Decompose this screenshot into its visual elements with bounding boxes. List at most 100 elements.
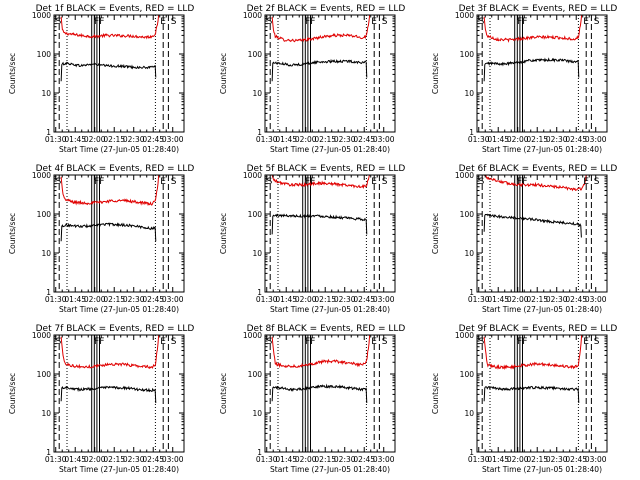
x-axis-label: Start Time (27-Jun-05 01:28:40) (482, 145, 602, 154)
events-series-line (60, 61, 157, 82)
event-marker-label: F (99, 17, 104, 27)
event-marker-label: E (160, 17, 166, 27)
event-marker-label: F (94, 17, 99, 27)
y-axis-label: Counts/sec (431, 373, 440, 414)
x-tick-label: 02:30 (546, 295, 568, 304)
x-tick-label: 02:15 (526, 455, 548, 464)
chart-title: Det 8f BLACK = Events, RED = LLD (247, 324, 406, 334)
y-tick-label: 1 (469, 128, 474, 137)
x-tick-label: 02:30 (123, 455, 145, 464)
y-tick-label: 10 (464, 249, 474, 258)
x-tick-label: 01:45 (275, 135, 297, 144)
plot-frame (476, 334, 608, 453)
event-marker-label: S (171, 17, 177, 27)
event-marker-label: S (267, 337, 273, 347)
x-tick-label: 01:30 (256, 135, 278, 144)
event-marker-label: S (267, 17, 273, 27)
event-marker-label: S (267, 177, 273, 187)
chart-panel: Det 6f BLACK = Events, RED = LLD Counts/s… (431, 164, 617, 314)
chart-panel: Det 5f BLACK = Events, RED = LLD Counts/s… (219, 164, 405, 314)
event-marker-label: E (160, 337, 166, 347)
x-tick-label: 02:15 (103, 455, 125, 464)
plot-frame (264, 334, 396, 453)
plot-frame (53, 334, 185, 453)
lld-series-line (271, 334, 371, 369)
x-tick-label: 01:45 (64, 455, 86, 464)
events-series-line (271, 383, 368, 404)
event-marker-label: E (371, 17, 377, 27)
y-tick-label: 1000 (455, 171, 474, 180)
lld-series-line (60, 174, 160, 207)
y-tick-label: 100 (248, 370, 263, 379)
lld-series-line (483, 334, 583, 371)
plot-frame (476, 174, 608, 293)
event-marker-label: F (310, 337, 315, 347)
events-series-line (271, 58, 368, 82)
x-tick-label: 01:45 (275, 295, 297, 304)
x-tick-label: 03:00 (373, 135, 395, 144)
y-axis-label: Counts/sec (219, 373, 228, 414)
x-tick-label: 02:30 (334, 135, 356, 144)
y-tick-label: 10 (252, 89, 262, 98)
chart-panel: Det 1f BLACK = Events, RED = LLD Counts/s… (8, 4, 194, 154)
x-tick-label: 02:15 (314, 135, 336, 144)
chart-panel: Det 8f BLACK = Events, RED = LLD Counts/s… (219, 324, 405, 474)
event-marker-label: S (56, 17, 62, 27)
events-series-line (483, 57, 580, 82)
x-tick-label: 03:00 (162, 455, 184, 464)
x-tick-label: 02:15 (526, 295, 548, 304)
x-tick-label: 02:45 (142, 135, 164, 144)
x-tick-label: 02:30 (123, 135, 145, 144)
x-axis-label: Start Time (27-Jun-05 01:28:40) (59, 145, 179, 154)
x-tick-label: 02:15 (103, 135, 125, 144)
x-tick-label: 03:00 (373, 295, 395, 304)
x-tick-label: 01:30 (45, 135, 67, 144)
y-tick-label: 1 (257, 288, 262, 297)
chart-title: Det 3f BLACK = Events, RED = LLD (459, 4, 618, 14)
chart-title: Det 2f BLACK = Events, RED = LLD (247, 4, 406, 14)
y-tick-label: 100 (460, 50, 475, 59)
y-tick-label: 100 (460, 210, 475, 219)
x-axis-label: Start Time (27-Jun-05 01:28:40) (270, 305, 390, 314)
events-series-line (271, 213, 368, 235)
event-marker-label: F (310, 17, 315, 27)
y-tick-label: 100 (248, 50, 263, 59)
y-tick-label: 1000 (243, 331, 262, 340)
y-tick-label: 100 (37, 370, 52, 379)
x-tick-label: 03:00 (585, 135, 607, 144)
event-marker-label: F (517, 177, 522, 187)
y-axis-label: Counts/sec (219, 213, 228, 254)
event-marker-label: E (583, 337, 589, 347)
event-marker-label: S (479, 177, 485, 187)
x-tick-label: 02:45 (353, 295, 375, 304)
x-tick-label: 02:00 (84, 295, 106, 304)
x-tick-label: 02:45 (565, 135, 587, 144)
y-tick-label: 1000 (243, 171, 262, 180)
x-tick-label: 02:15 (526, 135, 548, 144)
y-tick-label: 10 (41, 409, 51, 418)
x-tick-label: 02:00 (84, 455, 106, 464)
lld-series-line (271, 174, 371, 190)
x-tick-label: 02:00 (507, 455, 529, 464)
x-tick-label: 02:30 (546, 455, 568, 464)
x-tick-label: 01:45 (64, 295, 86, 304)
y-tick-label: 100 (37, 210, 52, 219)
plot-frame (264, 14, 396, 133)
x-tick-label: 02:30 (546, 135, 568, 144)
x-tick-label: 02:15 (314, 295, 336, 304)
y-tick-label: 1000 (455, 11, 474, 20)
x-tick-label: 02:45 (565, 295, 587, 304)
y-tick-label: 1 (257, 448, 262, 457)
x-axis-label: Start Time (27-Jun-05 01:28:40) (482, 465, 602, 474)
x-tick-label: 01:30 (45, 295, 67, 304)
x-tick-label: 02:00 (507, 295, 529, 304)
chart-title: Det 4f BLACK = Events, RED = LLD (36, 164, 195, 174)
x-tick-label: 03:00 (585, 295, 607, 304)
x-tick-label: 02:00 (295, 295, 317, 304)
x-tick-label: 01:30 (45, 455, 67, 464)
x-tick-label: 02:45 (565, 455, 587, 464)
x-tick-label: 02:45 (142, 295, 164, 304)
y-axis-label: Counts/sec (8, 213, 17, 254)
x-tick-label: 02:15 (314, 455, 336, 464)
event-marker-label: F (522, 337, 527, 347)
